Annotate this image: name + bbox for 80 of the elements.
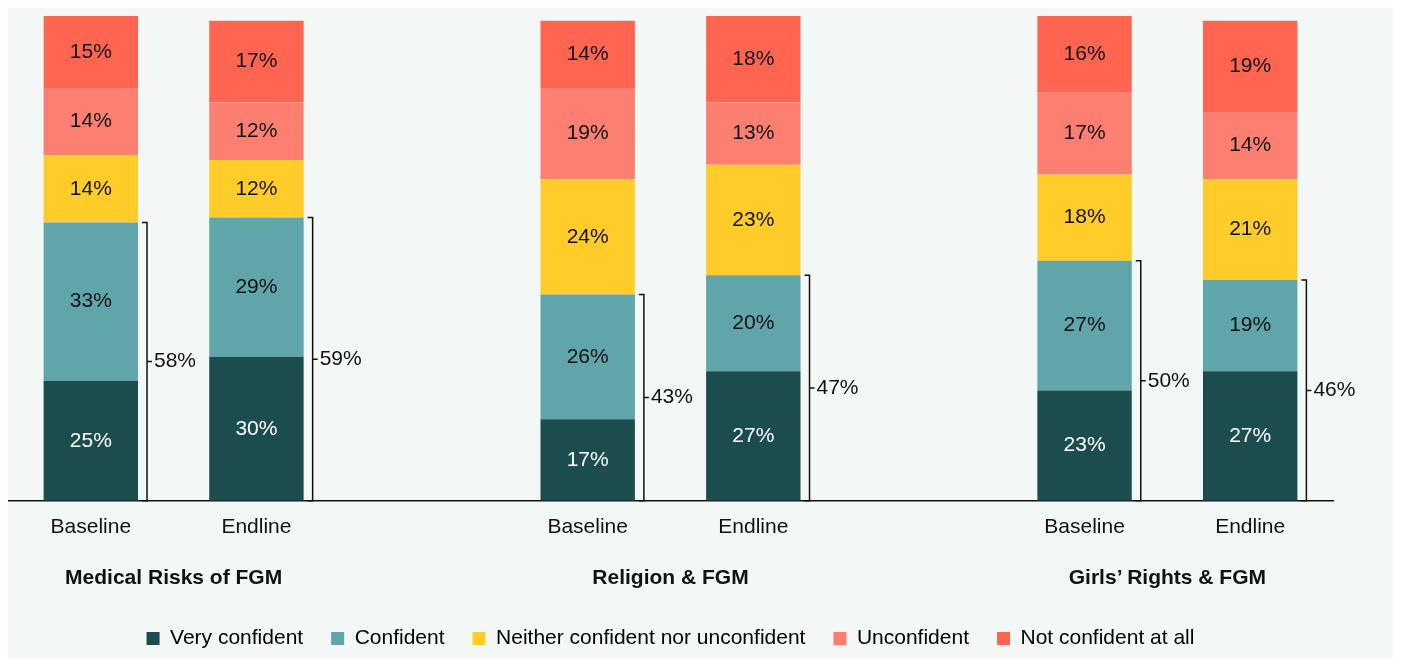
- data-label: 17%: [1063, 120, 1106, 144]
- data-label: 27%: [1063, 312, 1106, 336]
- data-label: 27%: [1229, 422, 1272, 446]
- annotation: 59%: [319, 346, 362, 369]
- data-label: 13%: [732, 120, 775, 144]
- legend-label: Confident: [354, 625, 445, 649]
- bar: [706, 371, 801, 501]
- data-label: 23%: [732, 206, 775, 230]
- x-tick-label: Endline: [221, 514, 292, 538]
- data-label: 15%: [69, 38, 112, 62]
- annotation: 47%: [816, 374, 859, 398]
- x-tick-label: Baseline: [547, 514, 628, 538]
- data-label: 24%: [566, 223, 609, 247]
- bar: [1037, 16, 1132, 93]
- bar: [1037, 174, 1132, 261]
- bar: [43, 380, 139, 501]
- legend-label: Neither confident nor unconfident: [496, 625, 806, 649]
- bar: [706, 102, 801, 165]
- data-label: 14%: [69, 175, 112, 199]
- data-label: 19%: [1229, 53, 1272, 77]
- data-label: 16%: [1063, 41, 1106, 65]
- x-tick-label: Baseline: [1044, 514, 1125, 538]
- x-tick-label: Endline: [718, 514, 789, 538]
- data-label: 23%: [1063, 432, 1106, 456]
- bar: [209, 356, 304, 501]
- data-label: 29%: [235, 274, 278, 297]
- data-label: 14%: [566, 41, 609, 65]
- x-tick-label: Baseline: [50, 514, 132, 538]
- data-label: 17%: [235, 48, 278, 72]
- bar: [209, 160, 304, 218]
- data-label: 18%: [1063, 204, 1106, 228]
- data-label: 27%: [732, 422, 775, 446]
- bar: [540, 20, 635, 88]
- bar: [540, 294, 635, 420]
- bar: [1202, 371, 1298, 501]
- bar: [209, 20, 304, 103]
- annotation: 43%: [650, 384, 693, 408]
- bar: [1202, 112, 1298, 180]
- data-label: 14%: [1229, 132, 1272, 156]
- bar: [540, 179, 635, 295]
- annotation: 46%: [1313, 377, 1356, 401]
- bar: [1202, 20, 1298, 112]
- data-label: 12%: [235, 175, 278, 199]
- x-tick-label: Endline: [1215, 514, 1286, 538]
- data-label: 14%: [69, 108, 112, 132]
- data-label: 20%: [732, 310, 775, 333]
- bar: [706, 16, 801, 103]
- bar: [1037, 92, 1132, 175]
- data-label: 17%: [566, 446, 609, 470]
- bar: [1037, 390, 1132, 501]
- text: Girls’ Rights & FGM: [1068, 564, 1266, 588]
- data-label: 30%: [235, 415, 278, 439]
- bar: [540, 88, 635, 180]
- bar: [1202, 179, 1298, 280]
- data-label: 19%: [1229, 312, 1272, 336]
- bar: [209, 217, 304, 357]
- bar: [43, 155, 139, 223]
- text: Religion & FGM: [592, 564, 749, 588]
- bar: [43, 16, 139, 88]
- annotation: 50%: [1147, 367, 1190, 391]
- bar: [1202, 280, 1298, 372]
- data-label: 26%: [566, 343, 609, 367]
- bar: [43, 88, 139, 156]
- bar: [540, 419, 635, 501]
- legend-label: Unconfident: [856, 625, 970, 649]
- annotation: 58%: [154, 348, 197, 372]
- legend-label: Very confident: [170, 625, 304, 649]
- bar: [706, 275, 801, 372]
- text: Medical Risks of FGM: [65, 564, 283, 588]
- data-label: 21%: [1229, 216, 1272, 240]
- bar: [706, 164, 801, 276]
- legend-label: Not confident at all: [1020, 625, 1195, 649]
- data-label: 19%: [566, 120, 609, 144]
- data-label: 33%: [69, 288, 112, 312]
- data-label: 18%: [732, 46, 775, 69]
- data-label: 12%: [235, 118, 278, 141]
- bar: [209, 102, 304, 160]
- bar: [43, 222, 139, 381]
- bar: [1037, 260, 1132, 391]
- data-label: 25%: [69, 427, 112, 451]
